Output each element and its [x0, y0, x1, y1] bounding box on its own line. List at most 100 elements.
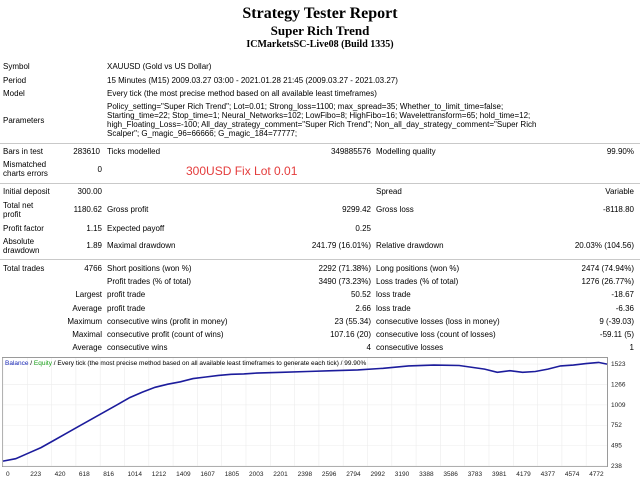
mx-cp-label: consecutive profit (count of wins) — [107, 330, 224, 339]
balance-series-line — [2, 361, 608, 462]
x-tick-label: 2794 — [346, 471, 361, 478]
ptrades-label: Profit trades (% of total) — [107, 277, 192, 286]
spread-value: Variable — [605, 187, 634, 196]
model-value: Every tick (the most precise method base… — [107, 89, 377, 98]
x-tick-label: 1805 — [225, 471, 240, 478]
symbol-label: Symbol — [3, 62, 30, 71]
avg-cw-label: consecutive wins — [107, 343, 168, 352]
x-tick-label: 618 — [79, 471, 90, 478]
ltrades-label: Loss trades (% of total) — [376, 277, 459, 286]
strategy-name: Super Rich Trend — [270, 23, 370, 38]
period-value: 15 Minutes (M15) 2009.03.27 03:00 - 2021… — [107, 76, 398, 85]
x-tick-label: 2992 — [371, 471, 386, 478]
average-profit-value: 2.66 — [355, 304, 371, 313]
x-tick-label: 1409 — [176, 471, 191, 478]
legend-balance: Balance — [5, 360, 29, 367]
largest-loss-value: -18.67 — [611, 290, 634, 299]
y-tick-label: 1266 — [611, 381, 626, 388]
mx-cl-label: consecutive loss (count of losses) — [376, 330, 496, 339]
netprofit-label: profit — [3, 210, 21, 219]
absdd-label: drawdown — [3, 246, 40, 255]
largest-profit-value: 50.52 — [350, 290, 371, 299]
x-tick-label: 1607 — [200, 471, 215, 478]
x-tick-label: 3981 — [492, 471, 507, 478]
model-label: Model — [3, 89, 25, 98]
ltrades-value: 1276 (26.77%) — [581, 277, 634, 286]
average-label: Average — [72, 304, 102, 313]
parameters-line: Scalper"; G_magic_96=66666; G_magic_184=… — [107, 129, 298, 138]
x-tick-label: 4772 — [589, 471, 604, 478]
legend-description: / Every tick (the most precise method ba… — [52, 360, 367, 367]
symbol-value: XAUUSD (Gold vs US Dollar) — [107, 62, 212, 71]
divider — [0, 143, 640, 144]
netprofit-label: Total net — [3, 201, 34, 210]
deposit-label: Initial deposit — [3, 187, 50, 196]
short-label: Short positions (won %) — [107, 264, 192, 273]
short-value: 2292 (71.38%) — [318, 264, 371, 273]
x-tick-label: 3190 — [395, 471, 410, 478]
balance-chart: 0 223 420 618 816 1014 1212 1409 1607 1805 2003 220… — [2, 357, 626, 478]
x-tick-label: 4377 — [541, 471, 556, 478]
maximal-label: Maximal — [72, 330, 102, 339]
max-cl-value: 9 (-39.03) — [599, 317, 634, 326]
grossprofit-value: 9299.42 — [342, 205, 371, 214]
grossloss-label: Gross loss — [376, 205, 414, 214]
payoff-label: Expected payoff — [107, 224, 165, 233]
legend-separator: / — [28, 360, 34, 367]
x-tick-label: 4574 — [565, 471, 580, 478]
average-loss-label: loss trade — [376, 304, 411, 313]
max-cw-label: consecutive wins (profit in money) — [107, 317, 228, 326]
deposit-value: 300.00 — [77, 187, 102, 196]
mismatch-value: 0 — [97, 165, 102, 174]
mx-cp-value: 107.16 (20) — [330, 330, 371, 339]
y-tick-label: 1009 — [611, 402, 626, 409]
chart-legend: Balance / Equity / Every tick (the most … — [5, 360, 366, 367]
y-tick-label: 752 — [611, 422, 622, 429]
x-tick-label: 223 — [30, 471, 41, 478]
x-tick-label: 2201 — [273, 471, 288, 478]
avg-cl-label: consecutive losses — [376, 343, 444, 352]
trades-label: Total trades — [3, 264, 45, 273]
x-axis: 0 223 420 618 816 1014 1212 1409 1607 1805 2003 220… — [6, 471, 604, 478]
reldd-label: Relative drawdown — [376, 241, 444, 250]
max-cw-value: 23 (55.34) — [334, 317, 371, 326]
mx-cl-value: -59.11 (5) — [599, 330, 634, 339]
maxdd-value: 241.79 (16.01%) — [311, 241, 371, 250]
chart-grid — [2, 358, 607, 467]
avg-cl-value: 1 — [629, 343, 634, 352]
parameters-line: Starting_time=22; Stop_time=1; Neural_Ne… — [107, 111, 531, 120]
payoff-value: 0.25 — [355, 224, 371, 233]
average2-label: Average — [72, 343, 102, 352]
x-tick-label: 2003 — [249, 471, 264, 478]
x-tick-label: 2398 — [298, 471, 313, 478]
average-loss-value: -6.36 — [615, 304, 634, 313]
mismatch-label: charts errors — [3, 169, 48, 178]
x-tick-label: 816 — [103, 471, 114, 478]
period-label: Period — [3, 76, 27, 85]
mismatch-label: Mismatched — [3, 160, 47, 169]
quality-value: 99.90% — [606, 147, 634, 156]
netprofit-value: 1180.62 — [73, 205, 102, 214]
x-tick-label: 420 — [55, 471, 66, 478]
reldd-value: 20.03% (104.56) — [574, 241, 634, 250]
spread-label: Spread — [376, 187, 402, 196]
largest-loss-label: loss trade — [376, 290, 411, 299]
quality-label: Modelling quality — [376, 147, 436, 156]
y-tick-label: 238 — [611, 463, 622, 470]
server-build: ICMarketsSC-Live08 (Build 1335) — [246, 39, 394, 50]
divider — [0, 259, 640, 260]
legend-equity: Equity — [33, 360, 52, 367]
x-tick-label: 4179 — [516, 471, 531, 478]
pf-value: 1.15 — [86, 224, 102, 233]
maximum-label: Maximum — [67, 317, 102, 326]
grossprofit-label: Gross profit — [107, 205, 149, 214]
x-tick-label: 3783 — [468, 471, 483, 478]
largest-profit-label: profit trade — [107, 290, 146, 299]
grossloss-value: -8118.80 — [603, 205, 634, 214]
x-tick-label: 3586 — [443, 471, 458, 478]
ticks-label: Ticks modelled — [107, 147, 161, 156]
ptrades-value: 3490 (73.23%) — [318, 277, 371, 286]
long-value: 2474 (74.94%) — [581, 264, 634, 273]
ticks-value: 349885576 — [330, 147, 371, 156]
absdd-label: Absolute — [3, 237, 35, 246]
